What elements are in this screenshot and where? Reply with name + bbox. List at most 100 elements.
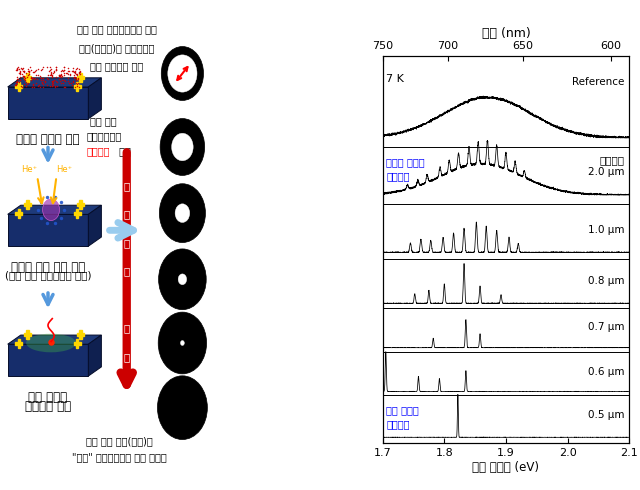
Point bbox=[12, 65, 22, 73]
Bar bbox=[26, 73, 29, 82]
Point bbox=[13, 63, 24, 71]
Point bbox=[26, 66, 36, 74]
Point bbox=[61, 69, 71, 77]
Point bbox=[56, 71, 66, 79]
Bar bbox=[17, 209, 20, 218]
Point bbox=[16, 64, 26, 72]
Point bbox=[31, 75, 42, 83]
Point bbox=[21, 82, 31, 90]
Point bbox=[51, 63, 61, 71]
Text: 부분(검은색)의 양자점들은: 부분(검은색)의 양자점들은 bbox=[79, 43, 155, 53]
Bar bbox=[17, 339, 20, 348]
Point bbox=[15, 70, 25, 78]
Point bbox=[47, 73, 57, 80]
Point bbox=[47, 77, 57, 85]
Point bbox=[68, 74, 79, 81]
Point bbox=[24, 68, 34, 76]
Point bbox=[63, 64, 73, 72]
Point bbox=[68, 64, 78, 72]
Point bbox=[64, 67, 74, 75]
Point bbox=[68, 71, 79, 78]
Point bbox=[45, 65, 56, 73]
Bar bbox=[15, 212, 22, 215]
Text: 내부지름: 내부지름 bbox=[86, 146, 109, 156]
Point bbox=[67, 81, 77, 89]
Text: 도덻 모양: 도덻 모양 bbox=[90, 117, 117, 126]
Point bbox=[28, 68, 38, 76]
Point bbox=[60, 69, 70, 77]
Point bbox=[47, 78, 57, 86]
Point bbox=[68, 78, 78, 86]
Point bbox=[60, 76, 70, 84]
Text: 0.8 μm: 0.8 μm bbox=[588, 276, 625, 287]
Text: 단일 양자점: 단일 양자점 bbox=[387, 405, 419, 416]
Point bbox=[74, 68, 84, 76]
Circle shape bbox=[172, 133, 193, 161]
Point bbox=[50, 83, 60, 91]
Point bbox=[36, 198, 46, 206]
Point bbox=[60, 71, 70, 79]
Point bbox=[26, 74, 36, 82]
Point bbox=[16, 82, 26, 90]
Text: 소: 소 bbox=[124, 352, 130, 362]
Point bbox=[51, 66, 61, 74]
Circle shape bbox=[175, 204, 189, 222]
Point bbox=[47, 80, 58, 88]
Bar bbox=[24, 333, 31, 336]
Point bbox=[36, 74, 46, 82]
Point bbox=[76, 70, 86, 78]
Point bbox=[17, 70, 28, 78]
Point bbox=[44, 67, 54, 74]
Bar bbox=[17, 82, 20, 91]
Point bbox=[12, 78, 22, 86]
Point bbox=[33, 72, 44, 79]
Text: 지: 지 bbox=[124, 238, 130, 248]
Point bbox=[58, 79, 68, 87]
Point bbox=[47, 71, 57, 79]
Text: 스펙트럼: 스펙트럼 bbox=[387, 419, 410, 429]
Text: Reference: Reference bbox=[572, 77, 625, 87]
Point bbox=[56, 198, 67, 206]
Point bbox=[22, 72, 33, 79]
Point bbox=[29, 75, 39, 83]
Point bbox=[59, 76, 69, 84]
Point bbox=[13, 70, 24, 77]
Point bbox=[12, 80, 22, 88]
Text: 2.0 μm: 2.0 μm bbox=[588, 168, 625, 177]
Point bbox=[42, 74, 52, 82]
Point bbox=[70, 83, 80, 91]
Point bbox=[28, 80, 38, 88]
Point bbox=[36, 74, 46, 82]
Point bbox=[26, 73, 36, 81]
Circle shape bbox=[160, 119, 205, 175]
Point bbox=[37, 78, 47, 86]
Point bbox=[46, 338, 56, 345]
Point bbox=[74, 83, 84, 91]
Point bbox=[19, 74, 29, 82]
Circle shape bbox=[161, 47, 204, 100]
Bar bbox=[74, 212, 81, 215]
Point bbox=[48, 79, 58, 87]
Point bbox=[12, 64, 22, 72]
Point bbox=[49, 68, 59, 76]
Bar bbox=[74, 342, 81, 345]
Point bbox=[29, 68, 39, 75]
Point bbox=[15, 68, 25, 75]
X-axis label: 파장 (nm): 파장 (nm) bbox=[481, 27, 531, 40]
Point bbox=[51, 77, 61, 85]
Point bbox=[46, 69, 56, 76]
Text: 스펙트럼: 스펙트럼 bbox=[387, 171, 410, 181]
Point bbox=[17, 65, 27, 73]
Point bbox=[59, 63, 69, 71]
Point bbox=[12, 77, 22, 85]
Point bbox=[38, 76, 49, 84]
Point bbox=[20, 74, 30, 82]
Point bbox=[35, 83, 45, 91]
Point bbox=[55, 72, 65, 80]
Point bbox=[19, 68, 29, 75]
Point bbox=[70, 74, 81, 82]
Point bbox=[28, 81, 38, 89]
Point bbox=[40, 76, 50, 84]
Point bbox=[45, 82, 55, 90]
Point bbox=[11, 80, 21, 88]
